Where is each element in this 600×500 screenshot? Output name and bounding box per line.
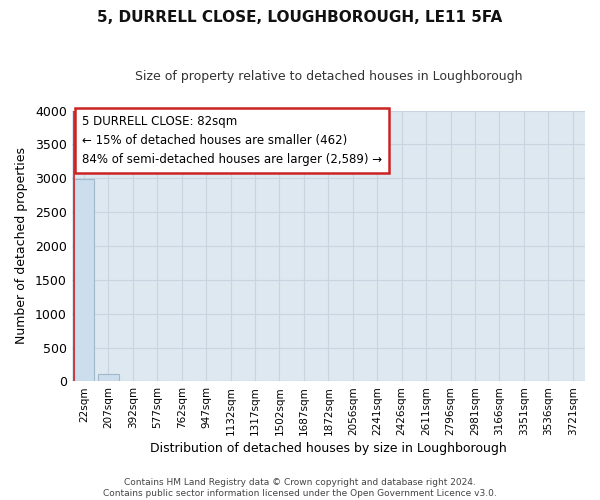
Bar — [74, 179, 94, 382]
Y-axis label: Number of detached properties: Number of detached properties — [15, 148, 28, 344]
Text: 5, DURRELL CLOSE, LOUGHBOROUGH, LE11 5FA: 5, DURRELL CLOSE, LOUGHBOROUGH, LE11 5FA — [97, 10, 503, 25]
Text: 5 DURRELL CLOSE: 82sqm
← 15% of detached houses are smaller (462)
84% of semi-de: 5 DURRELL CLOSE: 82sqm ← 15% of detached… — [82, 114, 382, 166]
X-axis label: Distribution of detached houses by size in Loughborough: Distribution of detached houses by size … — [150, 442, 507, 455]
Text: Contains HM Land Registry data © Crown copyright and database right 2024.
Contai: Contains HM Land Registry data © Crown c… — [103, 478, 497, 498]
Title: Size of property relative to detached houses in Loughborough: Size of property relative to detached ho… — [134, 70, 522, 83]
Bar — [98, 374, 119, 382]
